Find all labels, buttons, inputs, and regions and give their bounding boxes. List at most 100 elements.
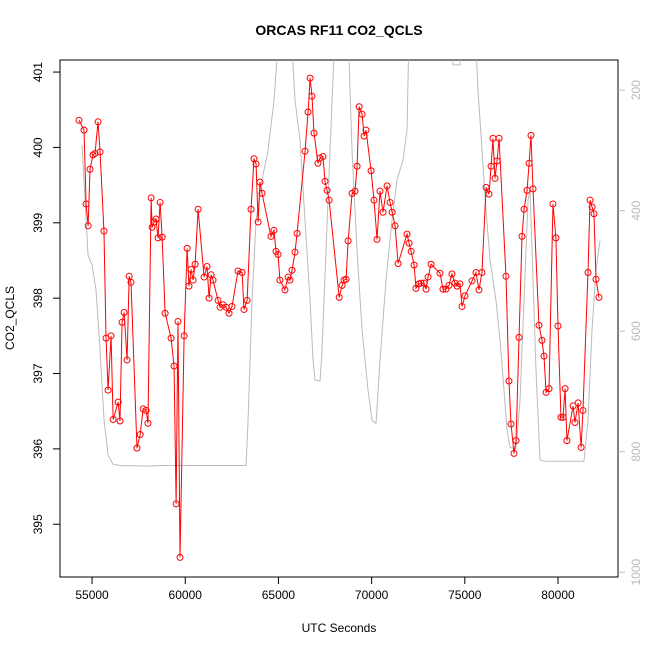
point: [310, 129, 318, 137]
point: [554, 322, 562, 330]
x-tick-label: 80000: [541, 588, 575, 602]
point: [325, 196, 333, 204]
point: [370, 196, 378, 204]
point: [267, 232, 275, 240]
point: [107, 332, 115, 340]
point: [205, 294, 213, 302]
point: [388, 208, 396, 216]
point: [180, 332, 188, 340]
point: [142, 406, 150, 414]
point: [420, 279, 428, 287]
point: [127, 278, 135, 286]
point: [417, 279, 425, 287]
point: [391, 222, 399, 230]
point: [353, 162, 361, 170]
chart-title: ORCAS RF11 CO2_QCLS: [255, 22, 422, 38]
y2-tick-label: 800: [629, 441, 643, 461]
point: [304, 108, 312, 116]
point: [456, 280, 464, 288]
point: [96, 148, 104, 156]
point: [144, 419, 152, 427]
point: [561, 385, 569, 393]
point: [82, 200, 90, 208]
point: [225, 309, 233, 317]
point: [520, 205, 528, 213]
point: [383, 182, 391, 190]
point: [172, 500, 180, 508]
x-tick-label: 55000: [75, 588, 109, 602]
point: [174, 318, 182, 326]
point: [563, 437, 571, 445]
point: [243, 296, 251, 304]
point: [495, 134, 503, 142]
point: [152, 215, 160, 223]
point: [288, 266, 296, 274]
point: [94, 118, 102, 126]
point: [549, 200, 557, 208]
point: [574, 399, 582, 407]
point: [491, 174, 499, 182]
point: [240, 305, 248, 313]
point: [323, 186, 331, 194]
point: [579, 406, 587, 414]
point: [355, 103, 363, 111]
point: [507, 420, 515, 428]
point: [187, 266, 195, 274]
point: [252, 160, 260, 168]
point: [154, 234, 162, 242]
x-tick-label: 60000: [169, 588, 203, 602]
point: [214, 296, 222, 304]
point: [424, 273, 432, 281]
point: [281, 286, 289, 294]
point: [512, 437, 520, 445]
x-tick-label: 65000: [262, 588, 296, 602]
point: [104, 386, 112, 394]
point: [75, 116, 83, 124]
point: [156, 198, 164, 206]
point: [183, 244, 191, 252]
point: [407, 247, 415, 255]
point: [510, 449, 518, 457]
point: [373, 235, 381, 243]
point: [478, 269, 486, 277]
y-tick-label: 400: [31, 137, 45, 157]
y-tick-label: 395: [31, 514, 45, 534]
point: [133, 444, 141, 452]
point: [118, 318, 126, 326]
point: [545, 385, 553, 393]
point: [344, 237, 352, 245]
point: [461, 292, 469, 300]
point: [410, 261, 418, 269]
point: [487, 162, 495, 170]
point: [493, 157, 501, 165]
point: [185, 282, 193, 290]
point: [276, 276, 284, 284]
y-axis-label: CO2_QCLS: [3, 286, 17, 350]
point: [427, 260, 435, 268]
point: [291, 248, 299, 256]
point: [200, 273, 208, 281]
point: [286, 276, 294, 284]
point: [136, 431, 144, 439]
point: [358, 110, 366, 118]
point: [362, 126, 370, 134]
point: [161, 309, 169, 317]
point: [86, 165, 94, 173]
point: [80, 126, 88, 134]
plot-area: [75, 60, 603, 561]
series-line: [78, 78, 600, 558]
point: [308, 92, 316, 100]
point: [557, 413, 565, 421]
point: [228, 302, 236, 310]
y-tick-label: 396: [31, 439, 45, 459]
series-line: [81, 60, 601, 467]
point: [270, 226, 278, 234]
point: [194, 205, 202, 213]
point: [256, 178, 264, 186]
point: [525, 159, 533, 167]
point: [571, 419, 579, 427]
point: [394, 259, 402, 267]
point: [335, 293, 343, 301]
point: [422, 285, 430, 293]
